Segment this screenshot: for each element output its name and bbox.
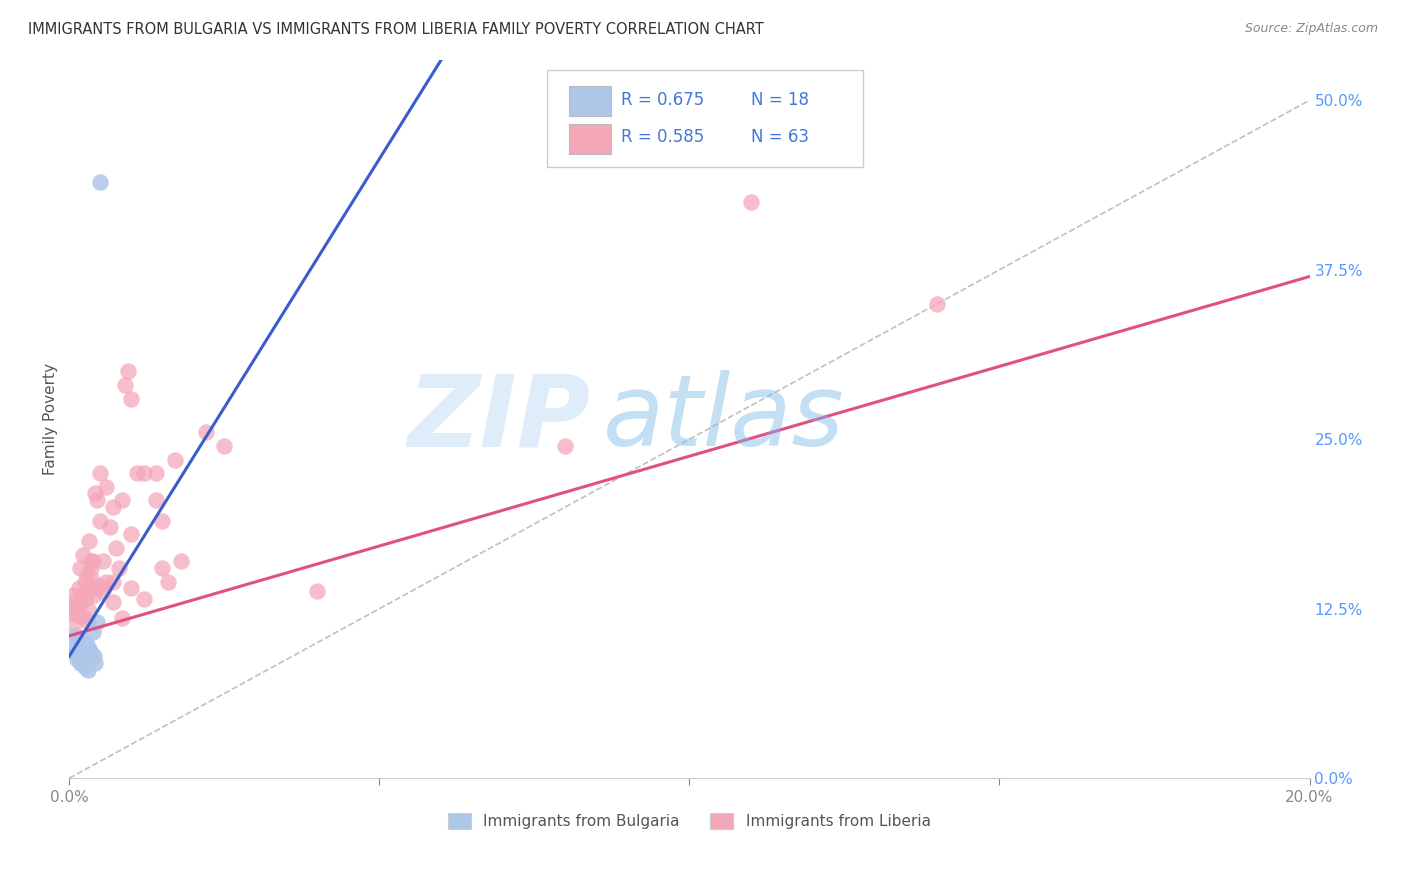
Text: IMMIGRANTS FROM BULGARIA VS IMMIGRANTS FROM LIBERIA FAMILY POVERTY CORRELATION C: IMMIGRANTS FROM BULGARIA VS IMMIGRANTS F… xyxy=(28,22,763,37)
Point xyxy=(86,493,108,508)
Point xyxy=(65,615,87,630)
Point xyxy=(740,194,762,209)
Point xyxy=(101,574,124,589)
Point xyxy=(89,514,111,528)
Point xyxy=(60,606,83,620)
Point xyxy=(76,663,98,677)
Point xyxy=(163,452,186,467)
Point xyxy=(77,642,100,657)
Point xyxy=(89,466,111,480)
Text: N = 63: N = 63 xyxy=(751,128,810,146)
Point xyxy=(120,527,142,541)
Point xyxy=(150,514,173,528)
Point xyxy=(101,595,124,609)
Point xyxy=(67,582,90,596)
Point xyxy=(67,598,90,612)
Point xyxy=(96,574,118,589)
Point xyxy=(76,584,98,599)
Point xyxy=(117,364,139,378)
Point xyxy=(80,647,103,661)
Text: Source: ZipAtlas.com: Source: ZipAtlas.com xyxy=(1244,22,1378,36)
Point xyxy=(82,624,104,639)
Point xyxy=(96,480,118,494)
Point xyxy=(72,642,94,657)
Text: R = 0.675: R = 0.675 xyxy=(621,90,704,109)
Point xyxy=(120,392,142,406)
Point xyxy=(157,574,180,589)
Point xyxy=(80,554,103,568)
Point xyxy=(73,574,96,589)
Point xyxy=(104,541,127,555)
Point xyxy=(69,656,91,670)
Point xyxy=(76,601,98,615)
Point xyxy=(83,582,105,596)
FancyBboxPatch shape xyxy=(569,124,612,154)
Point xyxy=(67,608,90,623)
Point xyxy=(91,554,114,568)
Text: N = 18: N = 18 xyxy=(751,90,810,109)
Point xyxy=(80,570,103,584)
Legend: Immigrants from Bulgaria, Immigrants from Liberia: Immigrants from Bulgaria, Immigrants fro… xyxy=(441,807,936,835)
Point xyxy=(69,561,91,575)
Point xyxy=(89,579,111,593)
Point xyxy=(927,296,949,310)
Point xyxy=(108,561,131,575)
Point xyxy=(70,588,93,602)
Point xyxy=(66,652,89,666)
Point xyxy=(101,500,124,514)
Point xyxy=(80,561,103,575)
Point xyxy=(111,493,134,508)
Point xyxy=(84,656,107,670)
Point xyxy=(72,548,94,562)
Point xyxy=(65,595,87,609)
FancyBboxPatch shape xyxy=(547,70,863,168)
Point xyxy=(111,611,134,625)
Point xyxy=(554,439,576,453)
Point xyxy=(132,592,155,607)
Point xyxy=(307,584,329,599)
FancyBboxPatch shape xyxy=(569,87,612,116)
Point xyxy=(63,601,86,615)
Point xyxy=(83,588,105,602)
Point xyxy=(67,649,90,664)
Point xyxy=(82,554,104,568)
Text: atlas: atlas xyxy=(603,370,844,467)
Point xyxy=(65,647,87,661)
Point xyxy=(145,466,167,480)
Point xyxy=(76,567,98,582)
Point xyxy=(83,649,105,664)
Point xyxy=(73,660,96,674)
Point xyxy=(127,466,149,480)
Point xyxy=(60,629,83,643)
Point xyxy=(66,629,89,643)
Point xyxy=(89,175,111,189)
Text: R = 0.585: R = 0.585 xyxy=(621,128,704,146)
Point xyxy=(145,493,167,508)
Point xyxy=(73,592,96,607)
Point xyxy=(132,466,155,480)
Point xyxy=(70,632,93,647)
Point xyxy=(170,554,193,568)
Point xyxy=(194,425,217,440)
Point xyxy=(98,520,121,534)
Text: ZIP: ZIP xyxy=(408,370,591,467)
Point xyxy=(62,588,84,602)
Point xyxy=(84,486,107,500)
Point xyxy=(114,378,136,392)
Point xyxy=(91,584,114,599)
Point xyxy=(120,582,142,596)
Point xyxy=(76,638,98,652)
Point xyxy=(63,638,86,652)
Y-axis label: Family Poverty: Family Poverty xyxy=(44,363,58,475)
Point xyxy=(86,615,108,630)
Point xyxy=(214,439,236,453)
Point xyxy=(70,608,93,623)
Point xyxy=(76,615,98,630)
Point xyxy=(150,561,173,575)
Point xyxy=(77,533,100,548)
